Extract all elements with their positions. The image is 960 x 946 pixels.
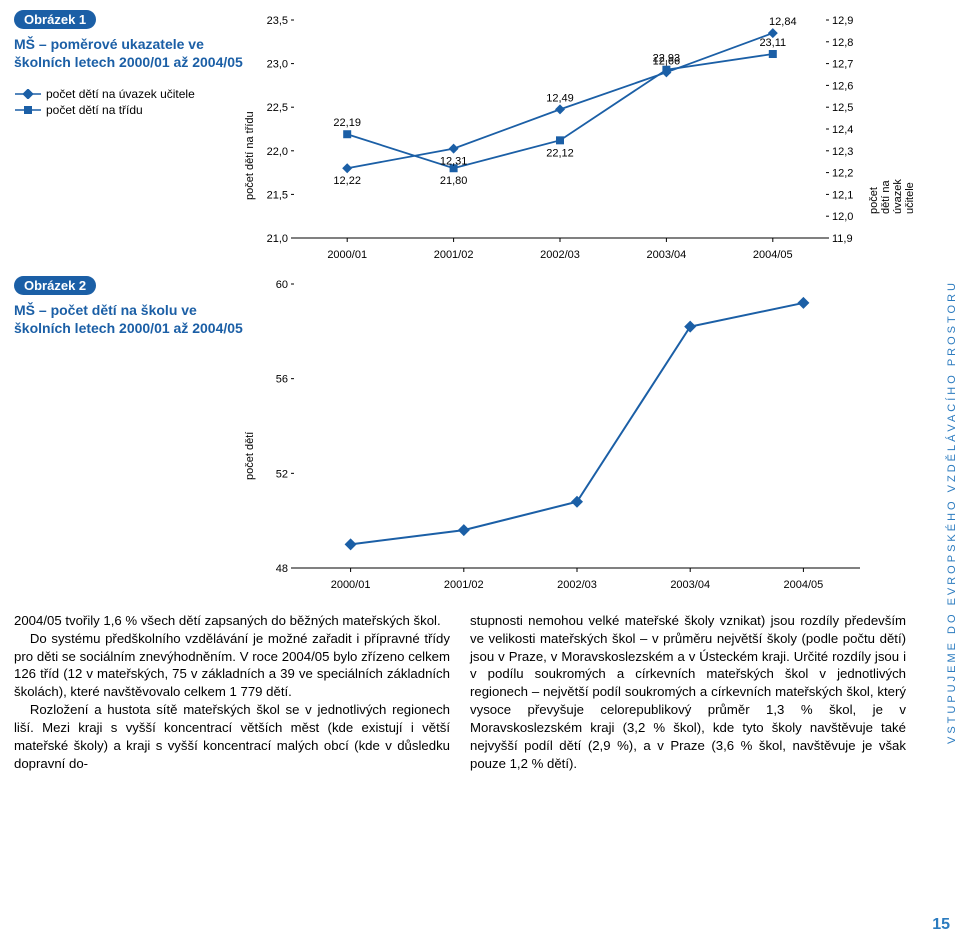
svg-text:23,5: 23,5: [267, 15, 288, 27]
figure-1-legend: počet dětí na úvazek učitele počet dětí …: [14, 87, 244, 117]
para-l-0: 2004/05 tvořily 1,6 % všech dětí zapsaný…: [14, 612, 450, 630]
figure-2-title: MŠ – počet dětí na školu ve školních let…: [14, 301, 244, 337]
svg-text:12,84: 12,84: [769, 16, 797, 28]
figure-1-title: MŠ – poměrové ukazatele ve školních lete…: [14, 35, 244, 71]
svg-text:22,0: 22,0: [267, 146, 288, 158]
para-r-0: stupnosti nemohou velké mateřské školy v…: [470, 612, 906, 772]
svg-text:12,66: 12,66: [653, 55, 681, 67]
svg-text:22,5: 22,5: [267, 102, 288, 114]
figure-2-header: Obrázek 2 MŠ – počet dětí na školu ve šk…: [14, 276, 244, 337]
svg-text:2001/02: 2001/02: [434, 249, 474, 261]
svg-text:12,31: 12,31: [440, 156, 468, 168]
svg-text:12,8: 12,8: [832, 37, 853, 49]
legend-row-trida: počet dětí na třídu: [14, 103, 244, 117]
chart-2-svg: 48 52 56 60 2000/01 2001/02 2002/03 2003/04 2004…: [248, 270, 872, 596]
svg-text:2001/02: 2001/02: [444, 579, 484, 591]
svg-text:21,0: 21,0: [267, 233, 288, 245]
svg-text:2004/05: 2004/05: [753, 249, 793, 261]
para-l-2: Rozložení a hustota sítě mateřských škol…: [14, 701, 450, 772]
svg-text:52: 52: [276, 468, 288, 480]
diamond-icon: [14, 89, 42, 99]
svg-text:60: 60: [276, 279, 288, 291]
svg-text:12,3: 12,3: [832, 146, 853, 158]
svg-text:23,0: 23,0: [267, 59, 288, 71]
figure-1: Obrázek 1 MŠ – poměrové ukazatele ve ško…: [14, 10, 906, 270]
y-axis-right-label: počet dětí na úvazek učitele: [868, 179, 916, 214]
svg-text:22,19: 22,19: [333, 117, 361, 129]
figure-1-header: Obrázek 1 MŠ – poměrové ukazatele ve ško…: [14, 10, 244, 119]
svg-text:22,12: 22,12: [546, 147, 574, 159]
svg-text:21,80: 21,80: [440, 175, 468, 187]
svg-text:12,7: 12,7: [832, 59, 853, 71]
svg-text:12,4: 12,4: [832, 124, 853, 136]
legend-label-trida: počet dětí na třídu: [46, 103, 143, 117]
figure-2: Obrázek 2 MŠ – počet dětí na školu ve šk…: [14, 270, 906, 600]
svg-text:12,1: 12,1: [832, 189, 853, 201]
svg-text:12,9: 12,9: [832, 15, 853, 27]
svg-text:12,6: 12,6: [832, 80, 853, 92]
svg-text:12,5: 12,5: [832, 102, 853, 114]
svg-text:12,2: 12,2: [832, 168, 853, 180]
figure-1-tag: Obrázek 1: [14, 10, 96, 29]
svg-text:2004/05: 2004/05: [784, 579, 824, 591]
para-l-1: Do systému předškolního vzdělávání je mo…: [14, 630, 450, 701]
svg-text:2000/01: 2000/01: [327, 249, 367, 261]
svg-text:2003/04: 2003/04: [647, 249, 687, 261]
chart-1-svg: 21,0 21,5 22,0 22,5 23,0 23,5 11,9 12,0 12,1 12,2…: [248, 10, 872, 266]
svg-text:11,9: 11,9: [832, 233, 853, 245]
figure-1-chart: počet dětí na třídu 21,021,522,022,523,0…: [248, 10, 872, 266]
svg-text:2000/01: 2000/01: [331, 579, 371, 591]
svg-text:23,11: 23,11: [759, 37, 786, 49]
body-text: 2004/05 tvořily 1,6 % všech dětí zapsaný…: [14, 612, 906, 772]
square-icon: [14, 105, 42, 115]
body-col-right: stupnosti nemohou velké mateřské školy v…: [470, 612, 906, 772]
body-col-left: 2004/05 tvořily 1,6 % všech dětí zapsaný…: [14, 612, 450, 772]
legend-row-uvazek: počet dětí na úvazek učitele: [14, 87, 244, 101]
side-column: VSTUPUJEME DO EVROPSKÉHO VZDĚLÁVACÍHO PR…: [914, 0, 960, 946]
legend-label-uvazek: počet dětí na úvazek učitele: [46, 87, 195, 101]
svg-text:56: 56: [276, 374, 288, 386]
svg-text:2003/04: 2003/04: [670, 579, 710, 591]
svg-text:12,49: 12,49: [546, 92, 574, 104]
figure-2-chart: počet dětí 485256602000/012001/022002/03…: [248, 270, 872, 596]
svg-text:2002/03: 2002/03: [540, 249, 580, 261]
figure-2-y-label: počet dětí: [244, 432, 256, 480]
svg-text:2002/03: 2002/03: [557, 579, 597, 591]
svg-text:48: 48: [276, 563, 288, 575]
svg-text:21,5: 21,5: [267, 189, 288, 201]
y-axis-left-label: počet dětí na třídu: [244, 111, 256, 200]
svg-text:12,22: 12,22: [333, 175, 361, 187]
side-vertical-label: VSTUPUJEME DO EVROPSKÉHO VZDĚLÁVACÍHO PR…: [946, 280, 958, 744]
figure-2-tag: Obrázek 2: [14, 276, 96, 295]
svg-text:12,0: 12,0: [832, 211, 853, 223]
page-number: 15: [932, 916, 950, 934]
